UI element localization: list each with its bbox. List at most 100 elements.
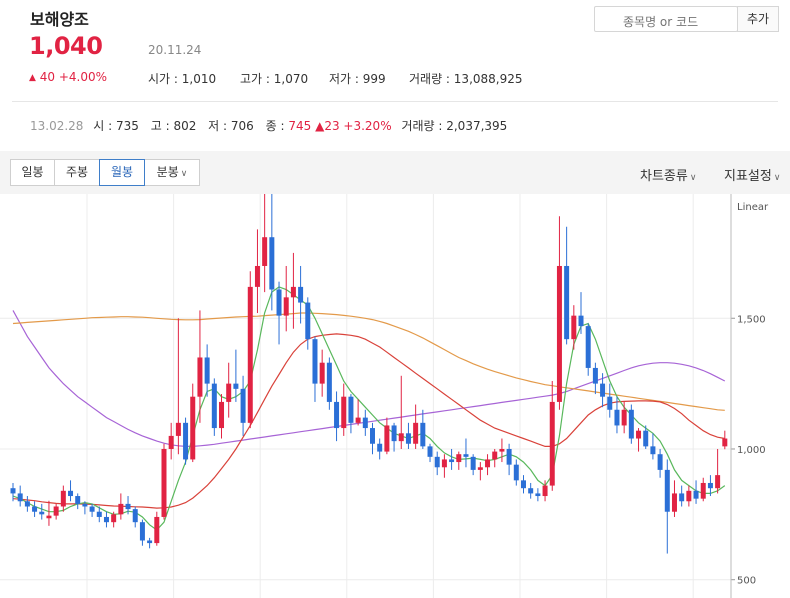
candle-body [355, 417, 361, 423]
candle-body [686, 490, 692, 502]
candle-body [168, 435, 174, 449]
current-price: 1,040 [29, 32, 103, 60]
candle-body [477, 467, 483, 470]
chevron-down-icon: ∨ [180, 169, 188, 179]
history-open: 시 : 735 [93, 119, 139, 133]
candle-body [370, 428, 375, 444]
candle-body [485, 459, 491, 468]
candle-body [326, 362, 332, 402]
candle-body [585, 326, 591, 368]
candle-body [240, 388, 246, 423]
tab-daily[interactable]: 일봉 [10, 159, 55, 186]
candle-body [449, 459, 455, 463]
add-button[interactable]: 추가 [737, 6, 779, 32]
candle-body [571, 315, 577, 340]
change-percent: +4.00% [58, 70, 108, 84]
candle-body [219, 401, 225, 429]
candle-body [707, 482, 713, 489]
candle-body [75, 496, 81, 504]
candle-body [348, 396, 354, 423]
candle-body [17, 493, 23, 502]
history-low: 저 : 706 [208, 119, 254, 133]
candle-body [420, 422, 426, 447]
moving-average-line-orange [12, 312, 725, 411]
chart-type-menu[interactable]: 차트종류 ∨ [640, 169, 697, 184]
candle-body [528, 488, 534, 494]
candle-body [556, 265, 562, 402]
open-price: 시가 : 1,010 [148, 72, 217, 86]
tab-minute[interactable]: 분봉 ∨ [144, 159, 200, 186]
candle-body [204, 357, 210, 384]
candle-body [139, 522, 145, 541]
y-axis-tick-label: 2,000 [737, 194, 766, 195]
candle-body [103, 516, 109, 523]
candle-body [276, 289, 282, 316]
history-high: 고 : 802 [150, 119, 197, 133]
candle-body [398, 433, 404, 442]
stock-name: 보해양조 [30, 10, 89, 29]
candle-body [499, 448, 505, 452]
candle-body [722, 438, 728, 447]
candle-body [211, 383, 217, 429]
moving-average-line-green [12, 286, 726, 531]
candle-body [513, 464, 519, 481]
candle-body [226, 383, 232, 402]
chevron-down-icon: ∨ [689, 173, 697, 183]
y-axis-tick-label: 1,000 [737, 445, 766, 456]
search-input[interactable] [594, 6, 738, 32]
candle-body [607, 396, 613, 410]
candle-body [89, 506, 95, 512]
candle-body [542, 485, 548, 497]
candle-body [506, 448, 512, 465]
up-arrow-icon: ▲ [315, 119, 325, 133]
tab-monthly[interactable]: 월봉 [99, 159, 145, 186]
candle-body [132, 509, 138, 523]
candle-body [377, 443, 383, 452]
history-close: 종 : 745 [265, 119, 312, 133]
candle-body [46, 515, 52, 519]
candle-body [434, 456, 440, 468]
candle-body [600, 383, 606, 397]
candle-body [470, 456, 476, 470]
candle-body [391, 425, 397, 442]
candle-body [290, 286, 296, 298]
candle-body [319, 362, 325, 384]
candle-body [535, 493, 541, 497]
candle-body [334, 401, 340, 429]
candle-body [671, 493, 677, 512]
history-quote: 13.02.28 시 : 735 고 : 802 저 : 706 종 : 745… [30, 117, 507, 134]
candle-body [147, 540, 153, 544]
tab-weekly[interactable]: 주봉 [54, 159, 100, 186]
candle-body [161, 448, 167, 517]
candle-body [715, 475, 721, 489]
candle-body [362, 417, 368, 429]
candle-body [254, 265, 260, 287]
candle-body [693, 490, 699, 499]
candle-body [413, 422, 419, 444]
volume: 거래량 : 13,088,925 [409, 72, 523, 86]
scale-label: Linear [737, 202, 769, 213]
candle-body [283, 297, 289, 316]
candle-body [32, 506, 38, 512]
candle-body [564, 265, 570, 340]
indicator-settings-menu[interactable]: 지표설정 ∨ [724, 169, 781, 184]
high-price: 고가 : 1,070 [240, 72, 309, 86]
moving-average-line-purple [12, 310, 726, 447]
candle-body [621, 409, 627, 426]
candle-body [636, 430, 642, 439]
low-price: 저가 : 999 [329, 72, 386, 86]
candle-body [614, 409, 620, 426]
candle-body [175, 422, 181, 436]
history-date: 13.02.28 [30, 119, 84, 133]
candle-body [578, 315, 584, 327]
candle-body [427, 446, 433, 457]
candle-body [60, 490, 66, 507]
candle-body [82, 503, 88, 507]
candle-body [111, 514, 117, 523]
candle-body [298, 286, 304, 303]
moving-average-line-red [12, 333, 725, 509]
candle-body [154, 516, 160, 544]
candle-body [592, 367, 598, 384]
